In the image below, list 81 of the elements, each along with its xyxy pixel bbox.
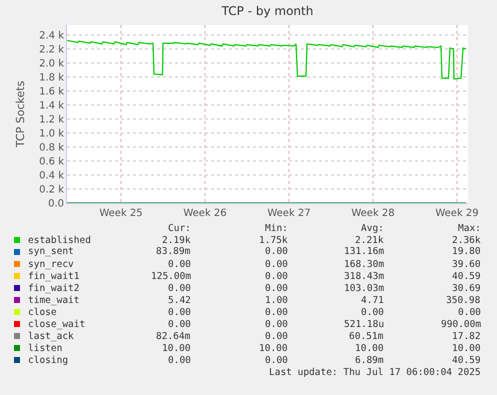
y-tick-label: 0.8 k <box>39 142 64 154</box>
y-axis-title: TCP Sockets <box>14 80 27 148</box>
text: 83.89m <box>156 246 191 257</box>
y-tick-label: 2.0 k <box>39 58 64 70</box>
text: 0.00 <box>458 307 482 318</box>
text: 0.00 <box>361 307 384 318</box>
legend-label: time_wait <box>28 295 80 306</box>
text: 0.00 <box>265 331 288 342</box>
y-tick-label: 0.4 k <box>39 170 64 182</box>
text: 40.59 <box>452 355 481 366</box>
x-tick-label: Week 28 <box>351 208 395 219</box>
text: Avg: <box>361 223 384 234</box>
text: 19.80 <box>452 246 481 257</box>
y-tick-label: 1.2 k <box>39 114 64 126</box>
text: 168.30m <box>344 259 384 270</box>
text: 0.00 <box>168 307 192 318</box>
text: Cur: <box>168 223 191 234</box>
text: 0.00 <box>265 307 288 318</box>
text: 350.98 <box>446 295 481 306</box>
text: 0.00 <box>265 319 288 330</box>
text: 131.16m <box>344 246 384 257</box>
x-tick-label: Week 29 <box>435 208 479 219</box>
text: 103.03m <box>344 283 384 294</box>
text: 318.43m <box>344 271 384 282</box>
legend-label: syn_recv <box>28 259 74 270</box>
text: 990.00m <box>441 319 482 330</box>
y-tick-label: 1.6 k <box>39 86 64 98</box>
legend-label: fin_wait2 <box>28 283 80 294</box>
text: 521.18u <box>344 319 384 330</box>
text: 0.00 <box>168 355 192 366</box>
text: 82.64m <box>156 331 191 342</box>
text: 10.00 <box>259 343 288 354</box>
text: 2.21k <box>355 235 384 246</box>
text: 6.89m <box>355 355 384 366</box>
text: 4.71 <box>361 295 384 306</box>
text: 125.00m <box>151 271 192 282</box>
legend-label: closing <box>28 355 68 366</box>
legend-label: last_ack <box>28 331 74 342</box>
y-tick-label: 0.6 k <box>39 156 64 168</box>
y-tick-label: 0.2 k <box>39 184 64 196</box>
legend-label: close <box>28 307 57 318</box>
text: Last update: Thu Jul 17 06:00:04 2025 <box>269 367 481 378</box>
y-tick-label: 2.2 k <box>39 44 64 56</box>
legend-label: established <box>28 235 91 246</box>
text: Max: <box>458 223 481 234</box>
text: 0.00 <box>265 283 288 294</box>
x-tick-label: Week 27 <box>267 208 311 219</box>
text: 0.00 <box>265 246 288 257</box>
line-series <box>67 40 467 80</box>
legend-label: fin_wait1 <box>28 271 80 282</box>
legend-label: listen <box>28 343 62 354</box>
text: 5.42 <box>168 295 191 306</box>
chart-title: TCP - by month <box>220 4 314 18</box>
text: 0.00 <box>168 259 192 270</box>
text: 60.51m <box>349 331 384 342</box>
text: 1.00 <box>265 295 288 306</box>
text: 0.00 <box>168 283 192 294</box>
y-tick-label: 1.0 k <box>39 128 64 140</box>
legend-label: close_wait <box>28 319 86 330</box>
legend-label: syn_sent <box>28 246 74 257</box>
x-tick-label: Week 26 <box>183 208 227 219</box>
text: 10.00 <box>355 343 384 354</box>
text: Min: <box>265 223 288 234</box>
text: 40.59 <box>452 271 481 282</box>
y-tick-label: 1.8 k <box>39 72 64 84</box>
text: 10.00 <box>162 343 191 354</box>
text: 17.82 <box>452 331 481 342</box>
x-tick-label: Week 25 <box>99 208 143 219</box>
text: 2.36k <box>452 235 481 246</box>
text: 0.00 <box>168 319 192 330</box>
text: 2.19k <box>162 235 191 246</box>
text: 1.75k <box>259 235 288 246</box>
text: 0.00 <box>265 259 288 270</box>
text: 39.60 <box>452 259 481 270</box>
text: 0.00 <box>265 271 288 282</box>
text: 30.69 <box>452 283 481 294</box>
y-tick-label: 0.0 <box>48 198 64 210</box>
text: 10.00 <box>452 343 481 354</box>
text: 0.00 <box>265 355 288 366</box>
y-tick-label: 2.4 k <box>39 30 64 42</box>
y-tick-label: 1.4 k <box>39 100 64 112</box>
